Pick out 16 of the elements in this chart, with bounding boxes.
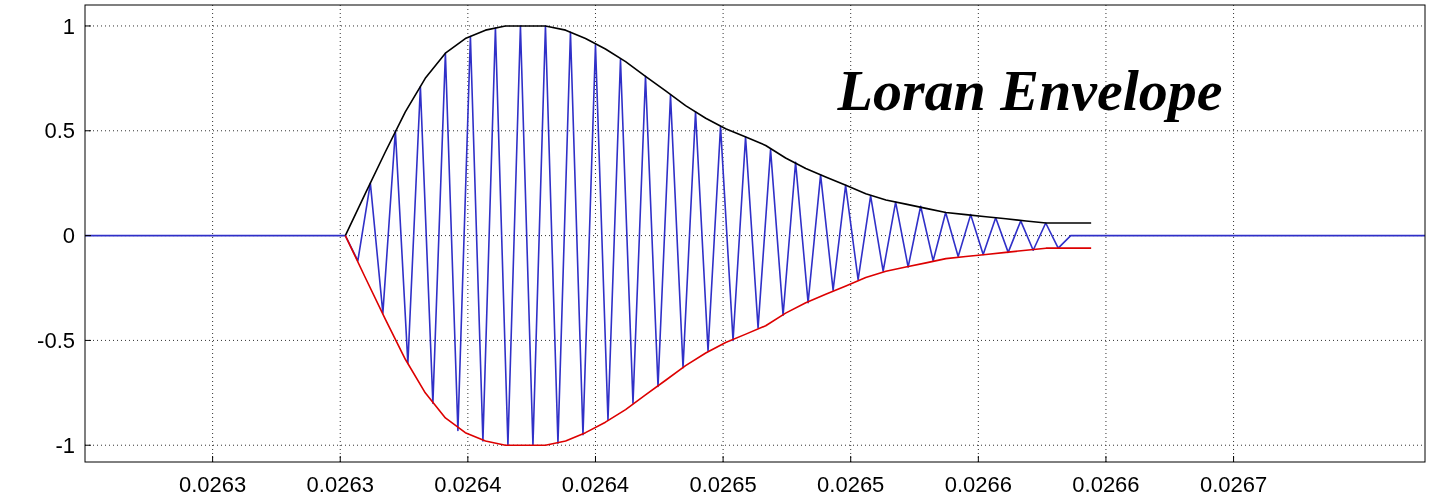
y-tick-label: 0 bbox=[62, 223, 75, 249]
line-series bbox=[344, 234, 1092, 447]
x-tick-label: 0.0266 bbox=[944, 472, 1012, 497]
text: Loran Envelope bbox=[836, 58, 1223, 123]
x-tick-label: 0.0263 bbox=[306, 472, 374, 497]
x-tick-label: 0.0265 bbox=[817, 472, 885, 497]
y-tick-label: 0.5 bbox=[44, 118, 75, 144]
y-tick-label: 1 bbox=[62, 13, 75, 39]
x-tick-label: 0.0267 bbox=[1199, 472, 1268, 497]
x-tick-label: 0.0264 bbox=[561, 472, 630, 497]
x-tick-label: 0.0263 bbox=[178, 472, 247, 497]
x-tick-label: 0.0266 bbox=[1072, 472, 1140, 497]
y-tick-label: -0.5 bbox=[37, 328, 75, 354]
x-tick-label: 0.0265 bbox=[689, 472, 757, 497]
y-tick-label: -1 bbox=[55, 432, 75, 458]
x-tick-label: 0.0264 bbox=[434, 472, 502, 497]
